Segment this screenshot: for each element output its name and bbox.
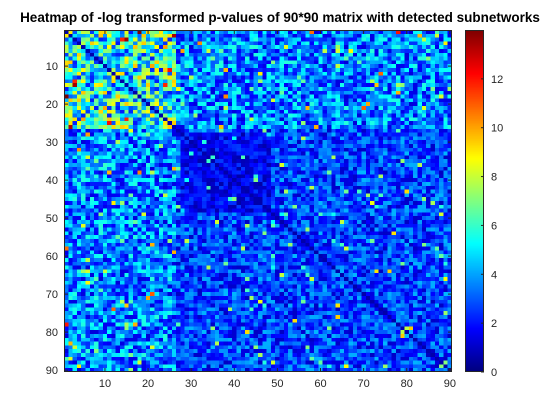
colorbar-tick-label: 6 (491, 220, 497, 232)
x-tick-label: 50 (271, 378, 283, 390)
y-tick-label: 60 (46, 251, 58, 263)
colorbar-tick-label: 2 (491, 318, 497, 330)
chart-title: Heatmap of -log transformed p-values of … (20, 10, 540, 25)
x-tick-label: 90 (444, 378, 456, 390)
y-tick-label: 40 (46, 175, 58, 187)
y-tick-label: 10 (46, 61, 58, 73)
x-tick-label: 10 (99, 378, 111, 390)
y-tick-label: 30 (46, 137, 58, 149)
colorbar-tick-label: 0 (491, 367, 497, 379)
y-tick-label: 90 (46, 365, 58, 377)
x-tick-label: 30 (185, 378, 197, 390)
heatmap-plot-area (64, 30, 452, 372)
x-tick-label: 60 (314, 378, 326, 390)
colorbar-tick-label: 8 (491, 172, 497, 184)
x-tick-label: 70 (357, 378, 369, 390)
y-tick-label: 20 (46, 99, 58, 111)
colorbar-tick-label: 12 (491, 74, 503, 86)
x-tick-label: 20 (142, 378, 154, 390)
y-tick-label: 80 (46, 327, 58, 339)
colorbar (465, 30, 484, 372)
colorbar-tick-label: 4 (491, 269, 497, 281)
y-tick-label: 70 (46, 289, 58, 301)
x-tick-label: 40 (228, 378, 240, 390)
x-tick-label: 80 (401, 378, 413, 390)
y-tick-label: 50 (46, 213, 58, 225)
colorbar-tick-label: 10 (491, 123, 503, 135)
